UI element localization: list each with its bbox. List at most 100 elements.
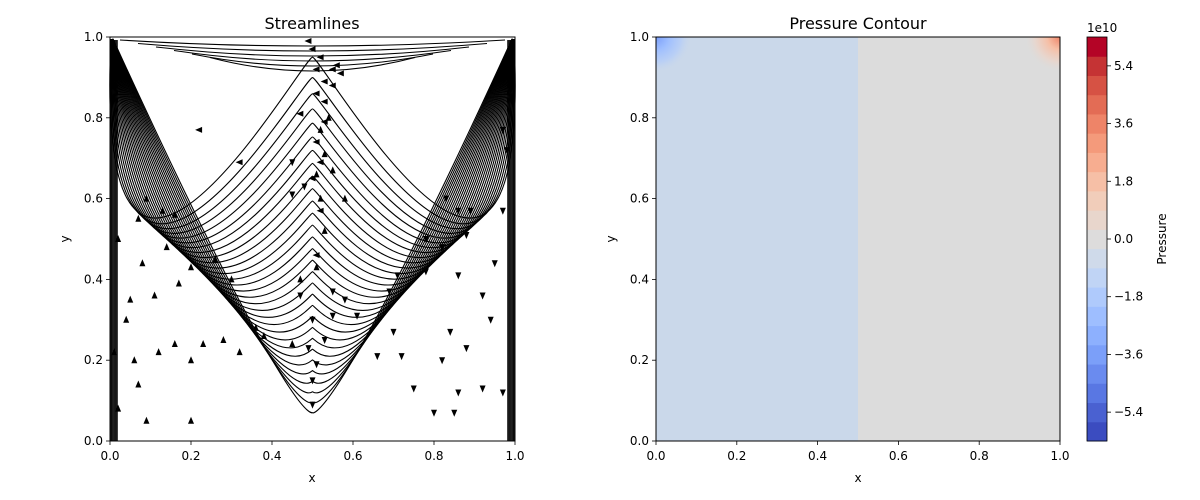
streamline-arrow [151,291,158,299]
streamline-arrow [439,357,446,365]
streamline [112,38,513,394]
streamline-arrow [374,353,381,361]
streamline-arrow [467,207,474,215]
streamline-arrow [316,54,324,61]
streamlines-lines [109,38,516,441]
streamline-arrow [439,244,446,252]
streamline-arrow [332,62,340,69]
streamline-arrow [200,340,207,348]
colorbar-tick-label: 3.6 [1114,117,1133,131]
streamline-arrow [139,259,146,267]
contour-blob-top-left [656,37,692,73]
streamline [209,56,416,72]
streamline-arrow [309,401,316,409]
pressure-xtick-label: 0.2 [727,449,746,463]
streamline-arrow [321,226,328,234]
streamline [111,38,514,292]
colorbar-band [1087,171,1107,192]
colorbar-tick-label: −5.4 [1114,405,1143,419]
streamline-arrow [312,66,320,73]
contour-region-right [858,37,1060,441]
streamline-arrow [159,206,166,214]
streamlines-ytick-label: 0.6 [84,192,103,206]
streamline-arrow [410,385,417,393]
streamline-arrow [309,316,316,324]
colorbar-tick-label: −3.6 [1114,347,1143,361]
colorbar-bands [1087,37,1107,442]
colorbar-band [1087,133,1107,153]
streamline-arrow [431,409,437,417]
pressure-ytick-label: 0.0 [630,434,649,448]
colorbar-band [1087,267,1107,288]
colorbar-band [1087,344,1107,365]
streamline-arrow [499,389,506,397]
streamline [111,38,514,305]
streamline-arrow [235,159,243,166]
pressure-xtick-label: 0.0 [646,449,665,463]
streamline [111,38,514,286]
colorbar-ticks: −5.4 −3.6 −1.8 0.0 1.8 3.6 5.4 [1107,59,1143,419]
streamlines-chart: Streamlines 0.0 0.2 0.4 0.6 0.8 1.0 0.0 0.2 0.4… [58,14,525,485]
streamlines-xtick-label: 1.0 [505,449,524,463]
streamline-arrow [115,235,122,242]
colorbar-band [1087,210,1107,230]
streamline-arrow [320,98,328,105]
streamline-arrow [447,328,454,336]
streamline-arrow [386,288,393,296]
streamline [112,38,513,357]
streamline-arrow [195,126,203,133]
streamline [112,38,513,375]
pressure-x-ticks: 0.0 0.2 0.4 0.6 0.8 1.0 [646,441,1070,463]
streamline-arrow [171,210,178,218]
streamline-arrow [313,361,320,369]
colorbar-band [1087,306,1107,327]
streamline [155,46,470,57]
streamline-arrow [297,292,304,300]
streamline-arrow [329,312,336,320]
pressure-xtick-label: 0.4 [808,449,827,463]
streamline-arrow [163,243,170,251]
colorbar-band [1087,190,1107,211]
streamline-arrow [422,236,429,243]
streamline-arrow [503,147,510,155]
streamline-arrow [354,312,361,320]
streamline-arrow [305,345,312,353]
streamline-arrow [308,175,316,182]
colorbar-band [1087,364,1107,384]
streamline [137,42,488,52]
colorbar-band [1087,287,1107,307]
streamline-arrow [451,409,458,417]
streamline-arrow [317,125,324,133]
streamlines-ytick-label: 0.0 [84,434,103,448]
pressure-ytick-label: 0.6 [630,192,649,206]
streamline-arrow [499,126,506,134]
pressure-contour-title: Pressure Contour [789,14,927,33]
streamline-arrow [463,345,470,353]
streamline-arrow [321,150,328,158]
pressure-ytick-label: 0.2 [630,353,649,367]
streamline [112,38,513,414]
colorbar-band [1087,402,1107,423]
streamline-arrow [111,348,118,356]
colorbar-label: Pressure [1155,213,1169,264]
streamline-arrow [236,348,243,356]
streamline [110,38,515,248]
streamlines-x-ticks: 0.0 0.2 0.4 0.6 0.8 1.0 [100,441,525,463]
colorbar-band [1087,383,1107,404]
streamline [111,38,514,333]
pressure-ylabel: y [604,235,618,242]
streamline-arrow [312,139,320,146]
streamline-arrow [309,377,316,385]
streamline [110,38,515,225]
streamline-arrows [111,38,514,424]
streamline-arrow [127,295,134,303]
pressure-ytick-label: 0.4 [630,272,649,286]
streamline-arrow [491,260,498,268]
streamline-arrow [312,90,320,97]
streamlines-xlabel: x [308,471,315,485]
streamline-arrow [394,272,401,280]
streamline-arrow [143,194,150,202]
streamline-arrow [329,288,336,296]
streamline-arrow [463,231,470,239]
streamline-arrow [479,292,486,300]
